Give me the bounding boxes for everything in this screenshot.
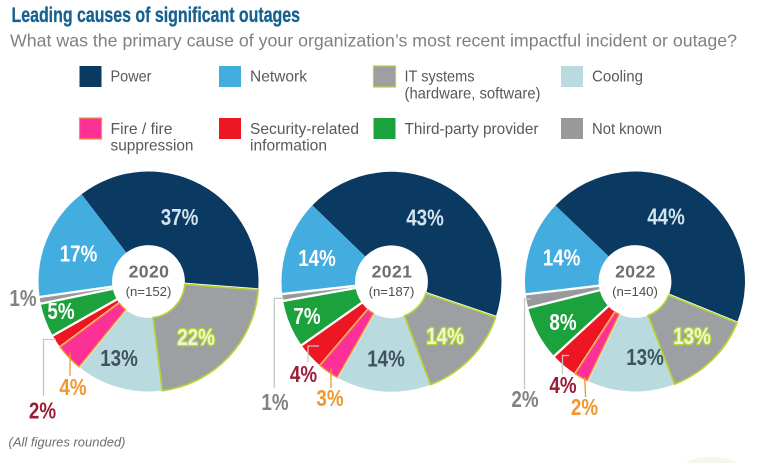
svg-text:Power: Power [111, 69, 153, 86]
svg-text:(hardware, software): (hardware, software) [405, 86, 541, 103]
svg-text:2022: 2022 [615, 262, 656, 282]
svg-text:14%: 14% [543, 245, 581, 272]
svg-text:13%: 13% [626, 344, 664, 371]
svg-text:44%: 44% [647, 204, 685, 231]
svg-text:Fire / fire: Fire / fire [111, 121, 173, 138]
svg-text:37%: 37% [161, 204, 199, 231]
svg-text:4%: 4% [549, 372, 576, 399]
svg-text:14%: 14% [298, 245, 336, 272]
svg-text:(n=187): (n=187) [369, 284, 415, 299]
svg-text:2%: 2% [511, 386, 538, 413]
svg-text:Leading causes of significant: Leading causes of significant outages [12, 3, 301, 27]
svg-text:Not known: Not known [592, 121, 662, 138]
svg-text:2021: 2021 [372, 262, 413, 282]
svg-text:22%: 22% [177, 324, 215, 351]
svg-text:Cooling: Cooling [592, 69, 643, 86]
svg-text:5%: 5% [47, 298, 74, 325]
svg-text:13%: 13% [673, 323, 711, 350]
svg-text:43%: 43% [406, 205, 444, 232]
svg-text:4%: 4% [59, 374, 86, 401]
svg-text:3%: 3% [316, 385, 343, 412]
svg-text:14%: 14% [426, 323, 464, 350]
svg-text:Security-related: Security-related [250, 121, 359, 138]
svg-text:8%: 8% [549, 309, 576, 336]
svg-text:14%: 14% [367, 346, 405, 373]
svg-text:17%: 17% [60, 241, 98, 268]
svg-text:information: information [250, 138, 327, 155]
svg-text:(All figures rounded): (All figures rounded) [9, 434, 126, 449]
svg-text:Network: Network [250, 69, 308, 86]
svg-text:IT systems: IT systems [405, 69, 475, 86]
svg-text:4%: 4% [290, 361, 317, 388]
svg-text:7%: 7% [293, 303, 320, 330]
svg-text:13%: 13% [100, 345, 138, 372]
svg-text:suppression: suppression [111, 138, 194, 155]
svg-text:2%: 2% [29, 398, 56, 425]
svg-text:2020: 2020 [129, 262, 170, 282]
svg-text:(n=140): (n=140) [612, 284, 658, 299]
svg-text:1%: 1% [9, 285, 36, 312]
svg-text:1%: 1% [261, 389, 288, 416]
svg-text:2%: 2% [571, 394, 598, 421]
svg-text:What was the primary cause of: What was the primary cause of your organ… [10, 30, 737, 50]
svg-text:(n=152): (n=152) [126, 284, 172, 299]
svg-text:Third-party provider: Third-party provider [405, 121, 540, 138]
